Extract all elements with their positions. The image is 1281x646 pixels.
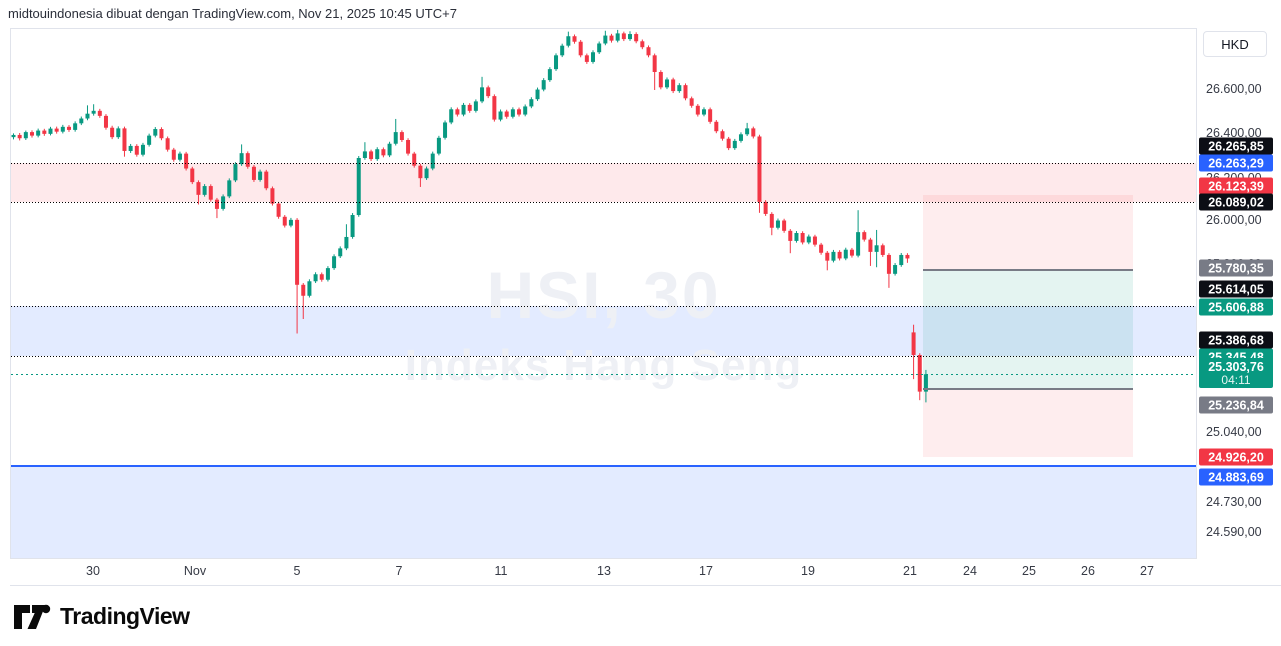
price-badge-gray: 25.236,84 (1199, 396, 1273, 414)
time-tick: 17 (699, 564, 713, 578)
price-badge-teal: 25.606,88 (1199, 298, 1273, 316)
band-border-top-blue (11, 465, 1196, 468)
time-tick: 11 (494, 564, 508, 578)
candlestick-series[interactable] (11, 29, 1196, 558)
time-tick: 24 (963, 564, 977, 578)
price-badge-black: 25.614,05 (1199, 280, 1273, 298)
price-badge-gray: 25.780,35 (1199, 259, 1273, 277)
time-tick: 26 (1081, 564, 1095, 578)
footer: TradingView (0, 586, 1281, 646)
price-badge-blue: 26.263,29 (1199, 154, 1273, 172)
position-tool-profit-zone[interactable] (923, 269, 1133, 389)
chart-attribution: midtouindonesia dibuat dengan TradingVie… (8, 6, 457, 21)
price-badge-blue: 24.883,69 (1199, 468, 1273, 486)
position-tool-target-line[interactable] (923, 388, 1133, 391)
tradingview-logo[interactable]: TradingView (13, 602, 190, 630)
band-border-top (11, 306, 1196, 308)
time-tick: 13 (597, 564, 611, 578)
chart-pane[interactable]: HSI, 30 Indeks Hang Seng (10, 28, 1196, 558)
current-price-line (11, 374, 1196, 376)
time-tick: 30 (86, 564, 100, 578)
axis-bottom-border (10, 585, 1281, 586)
time-tick: 5 (293, 564, 301, 578)
tradingview-logo-icon (14, 604, 51, 629)
pane-bottom-border (10, 558, 1196, 559)
price-badge-black: 26.089,02 (1199, 193, 1273, 211)
price-badge-red: 26.123,39 (1199, 177, 1273, 195)
tradingview-logo-text: TradingView (60, 602, 190, 629)
price-badge-black: 25.386,68 (1199, 331, 1273, 349)
price-badge-red: 24.926,20 (1199, 448, 1273, 466)
band-border-top (11, 163, 1196, 165)
position-tool-stop-zone-lower[interactable] (923, 389, 1133, 458)
bar-countdown: 04:11 (1221, 372, 1251, 387)
price-tick: 24.730,00 (1206, 495, 1262, 509)
price-tick: 26.600,00 (1206, 82, 1262, 96)
price-axis[interactable]: HKD 26.600,0026.400,0026.200,0026.000,00… (1197, 28, 1281, 585)
position-tool-entry-line[interactable] (923, 268, 1133, 271)
price-badge-teal: 25.303,76 04:11 (1199, 358, 1273, 388)
band-border-bottom (11, 356, 1196, 358)
time-tick: 25 (1022, 564, 1036, 578)
time-tick: 27 (1140, 564, 1154, 578)
price-band-2[interactable] (11, 306, 1196, 357)
price-tick: 26.000,00 (1206, 213, 1262, 227)
time-tick: 21 (903, 564, 917, 578)
position-tool-stop-zone-upper[interactable] (923, 194, 1133, 270)
price-tick: 24.590,00 (1206, 525, 1262, 539)
time-tick: 19 (801, 564, 815, 578)
price-tick: 25.040,00 (1206, 425, 1262, 439)
band-border-bottom (11, 202, 1196, 204)
price-badge-black: 26.265,85 (1199, 137, 1273, 155)
time-tick: 7 (395, 564, 403, 578)
price-band-3[interactable] (11, 466, 1196, 558)
time-axis[interactable]: 30 Nov 5 7 11 13 17 19 21 24 25 26 27 (0, 559, 1281, 585)
axis-separator (1196, 28, 1197, 585)
time-tick: Nov (183, 564, 207, 578)
price-tick: 26.400,00 (1206, 126, 1262, 140)
currency-button[interactable]: HKD (1203, 31, 1267, 57)
price-band-1[interactable] (11, 163, 1196, 203)
